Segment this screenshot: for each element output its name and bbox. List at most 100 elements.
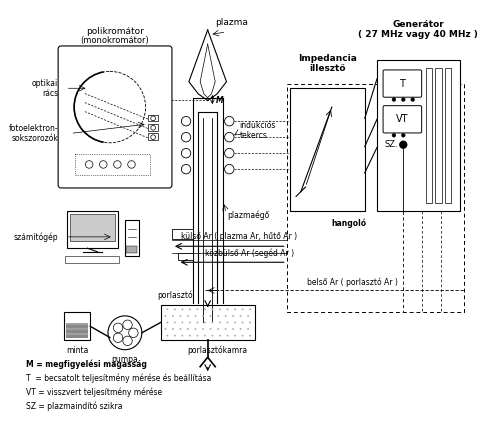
Circle shape (234, 335, 236, 336)
Text: minta: minta (66, 346, 88, 355)
Circle shape (123, 320, 132, 329)
Circle shape (202, 328, 204, 330)
Circle shape (164, 328, 166, 330)
Circle shape (182, 335, 183, 336)
Circle shape (249, 308, 251, 310)
Circle shape (189, 335, 191, 336)
Circle shape (392, 134, 396, 137)
Circle shape (402, 134, 405, 137)
Circle shape (224, 132, 234, 142)
Text: fotoelektron-
sokszorozók: fotoelektron- sokszorozók (8, 124, 58, 143)
Circle shape (197, 308, 198, 310)
Bar (289, 88, 365, 211)
Circle shape (226, 321, 228, 323)
Circle shape (204, 335, 206, 336)
Circle shape (129, 328, 138, 338)
Circle shape (113, 323, 123, 332)
Bar (178, 253, 193, 260)
Circle shape (182, 148, 191, 158)
Bar (426, 67, 432, 203)
FancyBboxPatch shape (383, 70, 422, 97)
Circle shape (249, 335, 251, 336)
Text: indukciós
tekercs: indukciós tekercs (240, 121, 276, 140)
Bar (66, 211, 118, 248)
Circle shape (402, 98, 405, 102)
Circle shape (172, 315, 174, 317)
Text: optikai
rács: optikai rács (32, 78, 58, 98)
Circle shape (174, 308, 176, 310)
Text: VT: VT (396, 114, 408, 124)
Circle shape (204, 321, 206, 323)
Circle shape (174, 335, 176, 336)
Circle shape (197, 321, 198, 323)
Circle shape (166, 308, 168, 310)
Circle shape (151, 135, 156, 140)
Text: M = megfigyelési magasság: M = megfigyelési magasság (26, 359, 147, 369)
Text: polikromátor: polikromátor (86, 27, 144, 35)
Bar (148, 134, 158, 140)
Text: plazma: plazma (215, 18, 248, 27)
Text: Impedancia
illesztő: Impedancia illesztő (298, 54, 357, 73)
Text: T  = becsatolt teljesítmény mérése és beállítása: T = becsatolt teljesítmény mérése és beá… (26, 373, 211, 383)
Circle shape (180, 315, 182, 317)
Text: SZ = plazmaindító szikra: SZ = plazmaindító szikra (26, 402, 122, 411)
Circle shape (182, 164, 191, 174)
Circle shape (100, 161, 107, 168)
Circle shape (189, 308, 191, 310)
Circle shape (202, 315, 204, 317)
Circle shape (180, 328, 182, 330)
Bar (435, 67, 442, 203)
Text: porlasztó: porlasztó (157, 290, 193, 300)
Circle shape (392, 98, 396, 102)
Circle shape (209, 328, 211, 330)
Text: (monokromátor): (monokromátor) (81, 36, 149, 45)
Circle shape (411, 98, 415, 102)
Text: számítógép: számítógép (14, 232, 58, 242)
FancyBboxPatch shape (383, 106, 422, 133)
Circle shape (195, 315, 196, 317)
Circle shape (247, 328, 249, 330)
Bar (126, 246, 137, 253)
Circle shape (74, 71, 145, 143)
Circle shape (240, 328, 242, 330)
Circle shape (113, 333, 123, 343)
Circle shape (247, 315, 249, 317)
Circle shape (224, 328, 226, 330)
Bar (64, 312, 90, 340)
Circle shape (226, 308, 228, 310)
Circle shape (211, 321, 213, 323)
Bar (161, 304, 255, 340)
Circle shape (164, 315, 166, 317)
Circle shape (217, 328, 219, 330)
Circle shape (166, 321, 168, 323)
Circle shape (224, 164, 234, 174)
Circle shape (219, 335, 221, 336)
Circle shape (187, 315, 189, 317)
Circle shape (224, 117, 234, 126)
Circle shape (108, 316, 142, 350)
Circle shape (249, 321, 251, 323)
Circle shape (151, 125, 156, 130)
Circle shape (182, 117, 191, 126)
Text: belső Ar ( porlasztó Ar ): belső Ar ( porlasztó Ar ) (307, 277, 398, 287)
Circle shape (189, 321, 191, 323)
Circle shape (195, 328, 196, 330)
Circle shape (197, 335, 198, 336)
Circle shape (242, 321, 244, 323)
Circle shape (123, 336, 132, 346)
Circle shape (211, 308, 213, 310)
Circle shape (151, 116, 156, 121)
Circle shape (232, 328, 234, 330)
Circle shape (114, 161, 121, 168)
Circle shape (400, 141, 407, 148)
Circle shape (174, 321, 176, 323)
Circle shape (211, 335, 213, 336)
Text: plazmaégő: plazmaégő (227, 211, 270, 220)
Circle shape (224, 315, 226, 317)
Circle shape (240, 315, 242, 317)
Circle shape (209, 315, 211, 317)
Text: M: M (216, 96, 224, 105)
Bar (75, 154, 150, 175)
Bar (65, 256, 119, 263)
Circle shape (242, 335, 244, 336)
